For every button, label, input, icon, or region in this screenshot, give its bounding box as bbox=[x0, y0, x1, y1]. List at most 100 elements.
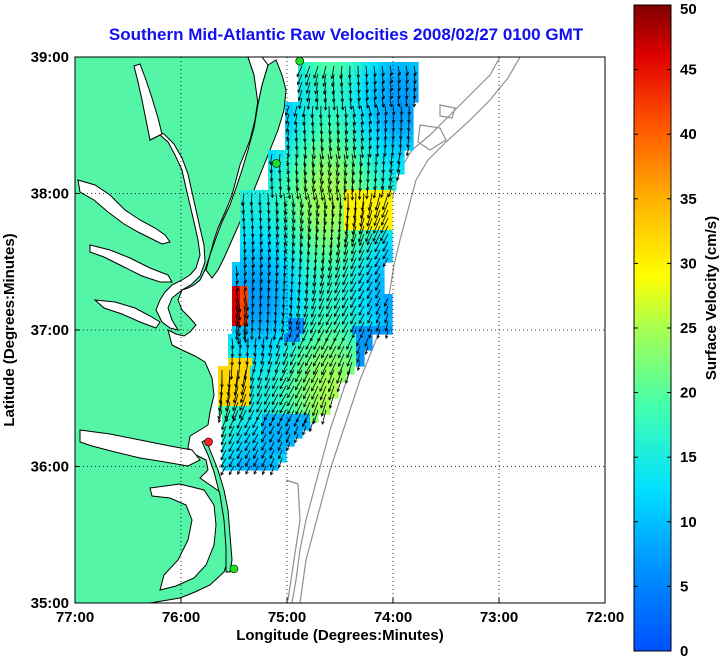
current-vector-arrow bbox=[303, 313, 309, 325]
current-vector-arrow bbox=[299, 209, 303, 224]
current-vector-arrowhead bbox=[314, 90, 318, 95]
current-vector-arrowhead bbox=[235, 288, 240, 292]
current-vector-arrow bbox=[319, 153, 323, 168]
current-vector-arrow bbox=[374, 177, 377, 190]
current-vector-arrowhead bbox=[322, 237, 327, 242]
current-vector-arrow bbox=[384, 105, 387, 115]
current-vector-arrow bbox=[376, 113, 380, 124]
current-vector-arrowhead bbox=[399, 111, 404, 116]
current-vector-arrowhead bbox=[279, 377, 284, 382]
current-vector-arrowhead bbox=[287, 410, 291, 415]
current-vector-arrowhead bbox=[251, 256, 256, 261]
current-vector-arrowhead bbox=[387, 193, 392, 198]
current-vector-arrow bbox=[253, 465, 259, 475]
current-vector-arrowhead bbox=[375, 319, 380, 324]
current-vector-arrow bbox=[360, 105, 364, 117]
current-vector-arrow bbox=[351, 161, 355, 176]
current-vector-arrow bbox=[367, 201, 373, 219]
current-vector-arrowhead bbox=[259, 264, 264, 269]
current-vector-arrowhead bbox=[251, 264, 256, 269]
velocity-cell bbox=[258, 406, 267, 415]
velocity-cell bbox=[290, 382, 299, 391]
current-vector-arrowhead bbox=[328, 180, 332, 185]
current-vector-arrowhead bbox=[245, 315, 249, 320]
velocity-cell bbox=[332, 342, 341, 351]
current-vector-arrow bbox=[287, 385, 295, 398]
velocity-cell bbox=[344, 326, 353, 335]
current-vector-arrowhead bbox=[321, 421, 325, 425]
current-vector-arrow bbox=[269, 449, 275, 459]
y-axis-label: Latitude (Degrees:Minutes) bbox=[1, 233, 18, 426]
current-vector-arrowhead bbox=[342, 289, 346, 294]
current-vector-arrowhead bbox=[366, 222, 370, 227]
current-vector-arrowhead bbox=[275, 234, 280, 238]
current-vector-arrowhead bbox=[384, 311, 388, 316]
current-vector-arrow bbox=[338, 353, 345, 367]
current-vector-arrow bbox=[254, 345, 257, 356]
current-vector-arrow bbox=[336, 113, 339, 126]
current-vector-arrow bbox=[342, 289, 349, 301]
current-vector-arrowhead bbox=[398, 144, 403, 149]
current-vector-arrow bbox=[315, 225, 318, 240]
current-vector-arrow bbox=[349, 89, 352, 102]
current-vector-arrow bbox=[343, 185, 346, 201]
current-vector-arrow bbox=[307, 217, 311, 232]
current-vector-arrow bbox=[226, 385, 231, 404]
current-vector-arrowhead bbox=[244, 432, 248, 437]
velocity-cell bbox=[308, 350, 317, 359]
current-vector-arrow bbox=[279, 401, 287, 414]
current-vector-arrowhead bbox=[334, 297, 338, 302]
current-vector-arrowhead bbox=[388, 177, 393, 182]
current-vector-arrow bbox=[293, 417, 299, 427]
current-vector-arrowhead bbox=[264, 385, 268, 390]
current-vector-arrowhead bbox=[293, 113, 297, 118]
current-vector-arrowhead bbox=[228, 471, 233, 476]
current-vector-arrow bbox=[338, 225, 341, 241]
current-vector-arrow bbox=[267, 217, 271, 230]
current-vector-arrow bbox=[320, 129, 323, 143]
current-vector-arrow bbox=[357, 89, 360, 101]
current-vector-arrowhead bbox=[320, 189, 325, 193]
current-vector-arrow bbox=[392, 113, 395, 123]
current-vector-arrow bbox=[368, 105, 372, 116]
current-vector-arrowhead bbox=[296, 73, 300, 78]
current-vector-arrow bbox=[327, 273, 333, 286]
current-vector-arrowhead bbox=[327, 267, 332, 272]
current-vector-arrow bbox=[346, 345, 353, 358]
current-vector-arrow bbox=[297, 353, 305, 366]
current-vector-arrow bbox=[236, 425, 243, 436]
current-vector-arrow bbox=[367, 321, 373, 332]
current-vector-arrowhead bbox=[321, 371, 325, 376]
current-vector-arrowhead bbox=[365, 238, 369, 243]
velocity-cell bbox=[368, 302, 377, 311]
current-vector-arrow bbox=[283, 273, 285, 284]
current-vector-arrow bbox=[278, 441, 283, 451]
radar-station-marker bbox=[295, 57, 305, 66]
current-vector-arrow bbox=[303, 377, 311, 391]
current-vector-arrowhead bbox=[256, 393, 261, 398]
colorbar-tick-label: 10 bbox=[680, 514, 697, 531]
current-vector-arrowhead bbox=[390, 152, 395, 157]
current-vector-arrowhead bbox=[382, 248, 386, 252]
current-vector-arrow bbox=[259, 273, 262, 283]
current-vector-arrowhead bbox=[290, 353, 294, 358]
colorbar-tick-label: 35 bbox=[680, 191, 697, 208]
current-vector-arrowhead bbox=[380, 229, 384, 234]
current-vector-arrow bbox=[397, 89, 400, 99]
current-vector-arrow bbox=[384, 297, 389, 307]
x-tick-label: 73:00 bbox=[480, 609, 518, 626]
current-vector-arrow bbox=[390, 153, 393, 165]
current-vector-arrow bbox=[311, 153, 315, 167]
velocity-cell bbox=[306, 374, 315, 383]
current-vector-arrowhead bbox=[260, 360, 264, 365]
current-vector-arrow bbox=[228, 441, 235, 452]
current-vector-arrow bbox=[231, 361, 233, 380]
velocity-cell bbox=[384, 254, 393, 263]
current-vector-arrow bbox=[259, 233, 263, 245]
current-vector-arrowhead bbox=[269, 463, 273, 468]
current-vector-arrow bbox=[235, 281, 239, 292]
current-vector-arrow bbox=[343, 153, 347, 168]
current-vector-arrow bbox=[295, 385, 303, 399]
current-vector-arrowhead bbox=[294, 439, 298, 444]
current-vector-arrow bbox=[336, 121, 340, 135]
